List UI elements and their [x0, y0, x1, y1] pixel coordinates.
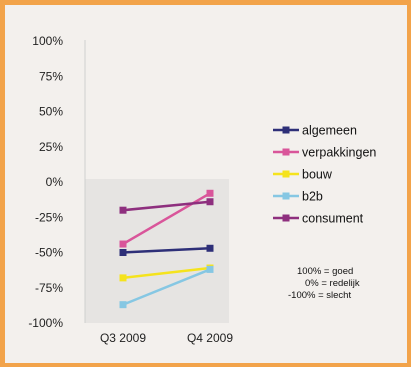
data-point-consument	[119, 206, 127, 214]
y-tick-label: 0%	[46, 175, 64, 189]
scale-note-1: 100% = goed	[297, 266, 354, 277]
y-tick-label: 75%	[39, 69, 63, 83]
legend-label-algemeen: algemeen	[302, 124, 357, 138]
scale-note-3: -100% = slecht	[288, 290, 352, 301]
data-point-b2b	[206, 265, 214, 273]
x-tick-label: Q3 2009	[100, 331, 146, 345]
y-tick-label: -100%	[28, 316, 63, 330]
legend-label-consument: consument	[302, 212, 364, 226]
y-tick-label: 25%	[39, 140, 63, 154]
series-line-bouw	[122, 266, 211, 280]
legend-label-b2b: b2b	[302, 190, 323, 204]
line-chart: 100% 75% 50% 25% 0% -25% -50% -75% -100% Q3 2009…	[28, 34, 376, 345]
legend-marker-verpakkingen	[282, 148, 290, 156]
legend-marker-algemeen	[282, 126, 290, 134]
data-point-verpakkingen	[119, 240, 127, 248]
scale-note-2: 0% = redelijk	[305, 278, 360, 289]
legend-marker-bouw	[282, 170, 290, 178]
data-point-algemeen	[119, 249, 127, 256]
legend-marker-consument	[282, 214, 290, 222]
data-point-bouw	[119, 274, 127, 282]
y-tick-label: -75%	[35, 281, 63, 295]
series-line-b2b	[122, 268, 211, 306]
data-point-consument	[206, 198, 214, 206]
y-tick-label: 100%	[32, 34, 63, 48]
series-line-verpakkingen	[122, 192, 211, 246]
legend-label-bouw: bouw	[302, 168, 333, 182]
data-point-verpakkingen	[206, 189, 214, 197]
data-point-algemeen	[206, 244, 214, 252]
y-tick-label: 50%	[39, 105, 63, 119]
x-tick-label: Q4 2009	[187, 331, 233, 345]
y-tick-label: -50%	[35, 246, 63, 260]
legend-marker-b2b	[282, 192, 290, 200]
y-tick-label: -25%	[35, 210, 63, 224]
chart-frame: 100% 75% 50% 25% 0% -25% -50% -75% -100% Q3 2009…	[5, 5, 407, 363]
series-line-algemeen	[122, 247, 211, 254]
series-line-consument	[122, 200, 211, 212]
legend-label-verpakkingen: verpakkingen	[302, 146, 376, 160]
data-point-b2b	[119, 301, 127, 309]
